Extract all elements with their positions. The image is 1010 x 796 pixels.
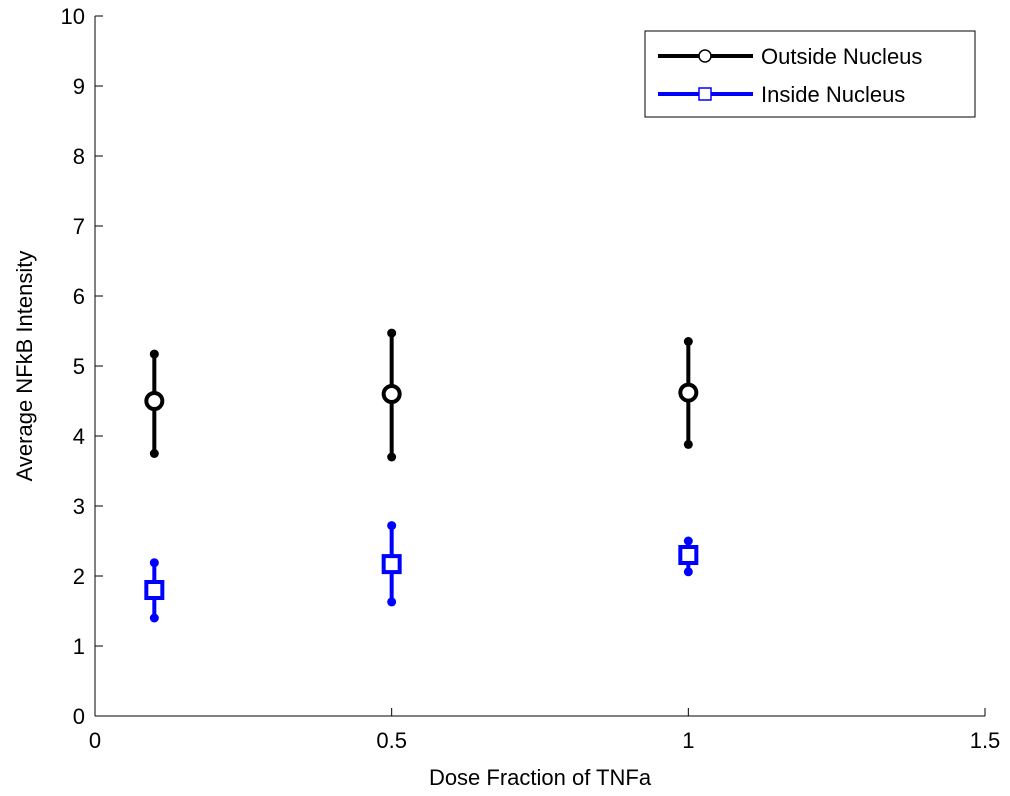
legend-marker-outside [698,49,712,63]
error-cap-top [683,536,693,546]
data-point [144,580,165,600]
error-cap-bottom [387,597,397,607]
legend-label-outside: Outside Nucleus [761,44,922,69]
y-tick-label: 7 [73,214,85,239]
y-tick-label: 10 [61,4,85,29]
y-tick-label: 8 [73,144,85,169]
y-tick-label: 9 [73,74,85,99]
error-cap-top [149,558,159,568]
error-cap-bottom [683,439,693,449]
legend: Outside Nucleus Inside Nucleus [644,30,976,118]
y-tick-label: 0 [73,704,85,729]
x-tick-label: 1 [682,728,694,753]
error-cap-top [387,521,397,531]
y-tick-label: 5 [73,354,85,379]
legend-label-inside: Inside Nucleus [761,82,905,107]
y-tick-label: 6 [73,284,85,309]
legend-box [644,30,976,118]
axes: 0 0.5 1 1.5 0 1 2 3 4 5 6 7 8 9 10 [61,4,1001,753]
series-0 [144,328,699,462]
data-point [381,554,402,575]
data-point [678,545,699,565]
legend-marker-inside [698,87,712,101]
x-axis-label: Dose Fraction of TNFa [429,765,652,790]
error-cap-top [387,328,397,338]
error-cap-bottom [387,452,397,462]
y-tick-label: 2 [73,564,85,589]
error-cap-bottom [149,613,159,623]
error-cap-bottom [149,449,159,458]
data-point [144,391,165,411]
y-axis-label: Average NFkB Intensity [12,251,37,482]
series-1 [144,521,699,623]
y-tick-label: 3 [73,494,85,519]
error-cap-top [149,349,159,359]
y-tick-label: 1 [73,634,85,659]
x-tick-label: 0.5 [376,728,407,753]
data-point [381,384,402,404]
x-tick-label: 0 [89,728,101,753]
error-cap-bottom [683,567,693,577]
error-cap-top [683,337,693,346]
data-point [678,382,699,403]
y-tick-label: 4 [73,424,85,449]
x-tick-label: 1.5 [970,728,1001,753]
series-layer [144,328,699,623]
